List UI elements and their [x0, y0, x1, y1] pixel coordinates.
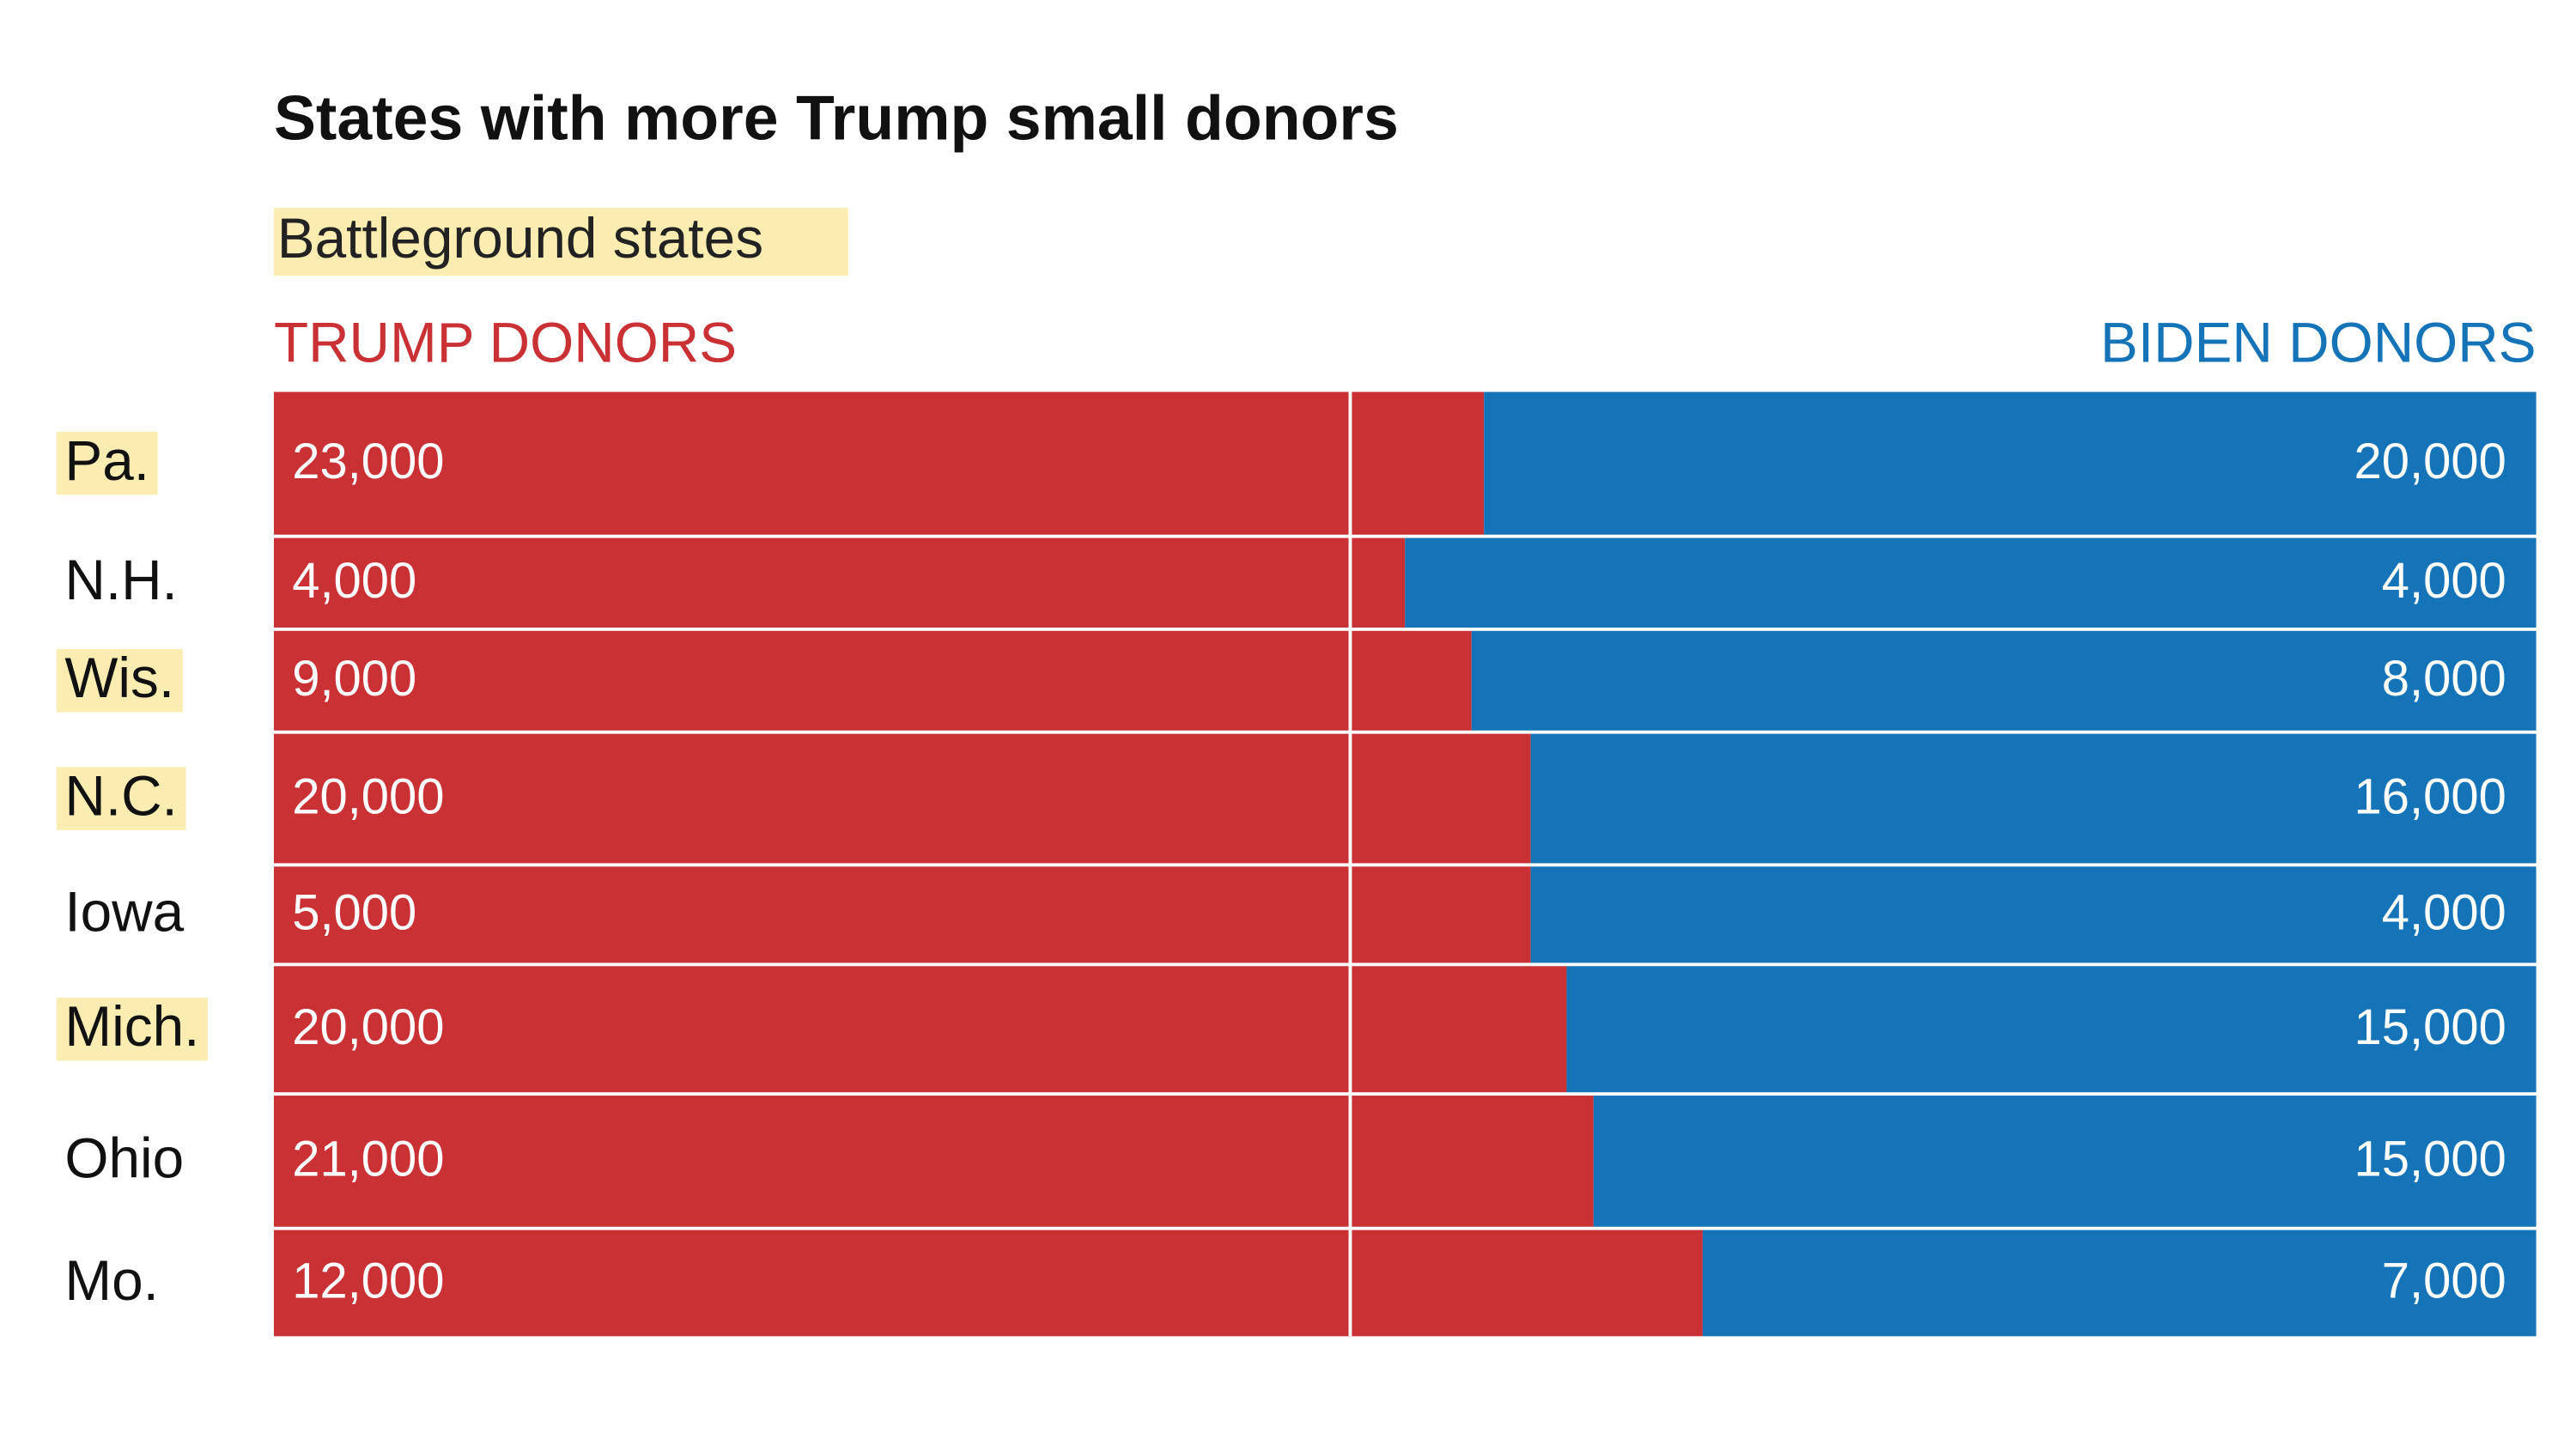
bar-segment — [273, 1229, 1703, 1337]
category-highlight — [56, 649, 183, 713]
subtitle-highlight — [273, 207, 848, 276]
category-highlight — [56, 431, 158, 495]
category-label: N.C. — [64, 764, 177, 827]
value-label: 15,000 — [2354, 1132, 2506, 1187]
bar-segment — [1530, 866, 2537, 963]
value-label: 20,000 — [2354, 434, 2506, 489]
bar-segment — [273, 966, 1567, 1093]
value-label: 16,000 — [2354, 769, 2506, 824]
category-highlight — [56, 767, 186, 830]
bar-segment — [273, 866, 1531, 963]
value-label: 21,000 — [292, 1132, 444, 1187]
value-label: 4,000 — [292, 554, 416, 609]
bar-segment — [273, 630, 1472, 731]
category-label: N.H. — [64, 549, 177, 611]
chart-subtitle: Battleground states — [277, 207, 763, 270]
bar-segment — [1484, 392, 2537, 535]
bar-segment — [273, 1096, 1594, 1227]
bar-segment — [1566, 966, 2537, 1093]
bar-segment — [273, 733, 1531, 864]
value-label: 4,000 — [2382, 554, 2506, 609]
value-label: 12,000 — [292, 1254, 444, 1309]
category-highlight — [56, 998, 209, 1061]
category-label: Mo. — [64, 1249, 159, 1312]
value-label: 23,000 — [292, 434, 444, 489]
bar-segment — [1405, 537, 2537, 628]
bar-segment — [1530, 733, 2537, 864]
bar-segment — [273, 392, 1485, 535]
bar-segment — [1471, 630, 2537, 731]
category-label: Ohio — [64, 1127, 184, 1190]
value-label: 9,000 — [292, 652, 416, 707]
chart-title: States with more Trump small donors — [274, 83, 1399, 154]
bar-segment — [1702, 1229, 2537, 1337]
value-label: 20,000 — [292, 1000, 444, 1055]
value-label: 15,000 — [2354, 1000, 2506, 1055]
value-label: 8,000 — [2382, 652, 2506, 707]
category-label: Iowa — [64, 881, 184, 944]
value-label: 5,000 — [292, 886, 416, 941]
value-label: 7,000 — [2382, 1254, 2506, 1309]
category-label: Pa. — [64, 429, 149, 492]
bar-segment — [1593, 1096, 2537, 1227]
value-label: 20,000 — [292, 769, 444, 824]
legend-label: TRUMP DONORS — [274, 312, 737, 374]
legend-label: BIDEN DONORS — [2100, 312, 2537, 374]
category-label: Mich. — [64, 995, 199, 1058]
category-label: Wis. — [64, 647, 174, 709]
value-label: 4,000 — [2382, 886, 2506, 941]
bar-segment — [273, 537, 1406, 628]
